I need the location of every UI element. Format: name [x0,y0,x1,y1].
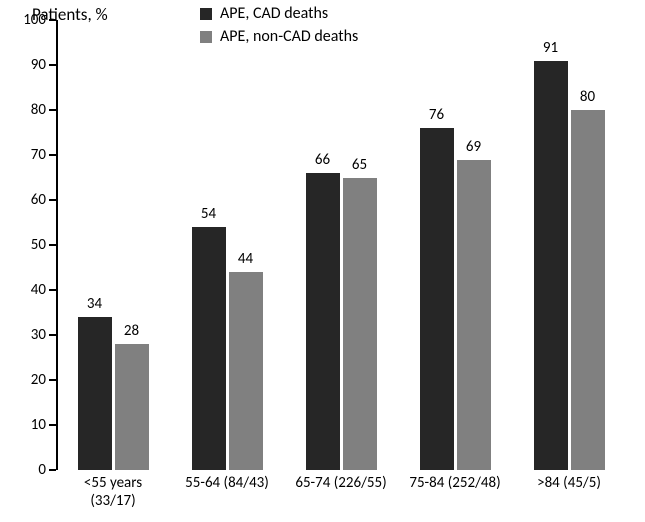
bar-series1: 54 [192,227,226,470]
y-tick [49,424,56,426]
bar-value-label: 69 [466,138,481,156]
bar-value-label: 76 [429,106,444,124]
y-tick [49,199,56,201]
y-tick-label: 60 [31,191,46,209]
y-tick [49,334,56,336]
y-tick-label: 80 [31,101,46,119]
y-tick [49,154,56,156]
x-axis-labels: <55 years(33/17)55-64 (84/43)65-74 (226/… [56,474,626,510]
x-axis-label: 75-84 (252/48) [400,474,510,510]
chart-container: Patients, % APE, CAD deaths APE, non-CAD… [0,0,645,522]
y-tick-label: 100 [23,11,46,29]
bar-series2: 80 [571,110,605,470]
bar-series1: 91 [534,61,568,471]
bar-series2: 28 [115,344,149,470]
y-tick [49,109,56,111]
bar-group: 9180 [519,20,619,470]
bar-group: 7669 [405,20,505,470]
x-axis-label: 65-74 (226/55) [286,474,396,510]
bar-groups: 34285444666576699180 [56,20,626,470]
y-tick-label: 50 [31,236,46,254]
x-axis-label: >84 (45/5) [514,474,624,510]
bar-value-label: 80 [580,88,595,106]
bar-series1: 76 [420,128,454,470]
y-tick [49,289,56,291]
bar-series1: 34 [78,317,112,470]
bar-series1: 66 [306,173,340,470]
bar-group: 3428 [63,20,163,470]
bar-value-label: 44 [238,250,253,268]
bar-series2: 65 [343,178,377,471]
bar-series2: 69 [457,160,491,471]
x-axis-label: <55 years(33/17) [58,474,168,510]
bar-value-label: 54 [201,205,216,223]
y-tick [49,64,56,66]
y-tick-label: 70 [31,146,46,164]
y-tick [49,379,56,381]
y-tick-label: 40 [31,281,46,299]
bar-value-label: 28 [124,322,139,340]
y-tick [49,469,56,471]
bar-value-label: 65 [352,156,367,174]
y-tick-label: 30 [31,326,46,344]
y-tick-label: 90 [31,56,46,74]
y-tick [49,244,56,246]
bar-group: 6665 [291,20,391,470]
bar-value-label: 66 [315,151,330,169]
y-tick-label: 20 [31,371,46,389]
bar-group: 5444 [177,20,277,470]
legend-swatch-icon [200,8,212,20]
x-axis-label: 55-64 (84/43) [172,474,282,510]
plot-area: 0102030405060708090100 34285444666576699… [56,20,626,470]
y-tick-label: 0 [38,461,46,479]
bar-value-label: 91 [543,39,558,57]
bar-value-label: 34 [87,295,102,313]
y-tick-label: 10 [31,416,46,434]
bar-series2: 44 [229,272,263,470]
y-tick [49,19,56,21]
